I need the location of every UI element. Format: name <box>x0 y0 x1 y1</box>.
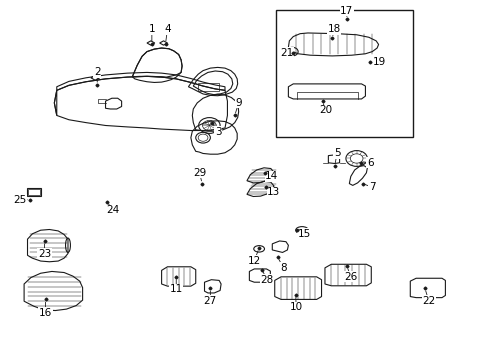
Bar <box>198 83 218 91</box>
Text: 7: 7 <box>368 182 375 192</box>
Bar <box>28 189 40 195</box>
Text: 16: 16 <box>39 308 52 318</box>
Text: 1: 1 <box>148 24 155 35</box>
Text: 22: 22 <box>421 296 434 306</box>
Text: 6: 6 <box>366 158 373 168</box>
Text: 24: 24 <box>106 206 119 216</box>
Text: 11: 11 <box>169 284 183 294</box>
Text: 3: 3 <box>214 127 221 136</box>
Text: 29: 29 <box>193 168 206 178</box>
Text: 18: 18 <box>327 24 340 35</box>
Text: 28: 28 <box>260 275 273 285</box>
Text: 15: 15 <box>297 229 310 239</box>
Bar <box>26 188 41 196</box>
Text: 21: 21 <box>279 48 292 58</box>
Text: 20: 20 <box>318 105 331 115</box>
Text: 26: 26 <box>344 272 357 282</box>
Text: 10: 10 <box>289 302 302 312</box>
Bar <box>276 10 412 137</box>
Text: 4: 4 <box>164 24 170 35</box>
Text: 5: 5 <box>333 148 340 158</box>
Text: 23: 23 <box>38 248 51 258</box>
Text: 13: 13 <box>266 187 280 197</box>
Text: 25: 25 <box>14 195 27 205</box>
Text: 19: 19 <box>372 57 385 67</box>
Text: 9: 9 <box>235 98 242 108</box>
Text: 14: 14 <box>264 171 278 181</box>
Text: 8: 8 <box>280 263 286 273</box>
Text: 12: 12 <box>247 256 260 266</box>
Text: 27: 27 <box>203 296 217 306</box>
Text: 17: 17 <box>340 6 353 16</box>
Text: 2: 2 <box>94 67 101 77</box>
